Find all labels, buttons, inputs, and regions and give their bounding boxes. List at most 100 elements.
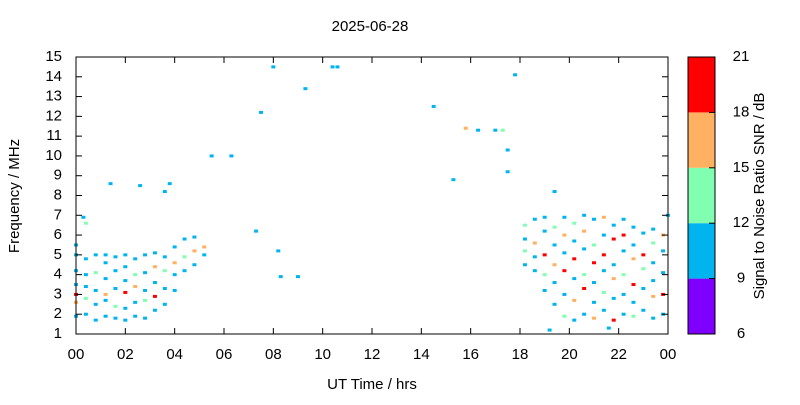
data-point [152, 265, 157, 269]
data-point [582, 312, 587, 316]
plot-frame [75, 56, 669, 335]
data-point [611, 296, 616, 300]
data-point [592, 316, 596, 320]
data-point [303, 87, 308, 91]
colorbar-tick-label: 9 [737, 270, 745, 287]
data-point [532, 255, 537, 259]
data-point [123, 279, 128, 283]
x-tick-label: 14 [413, 346, 430, 363]
data-point [562, 251, 567, 255]
colorbar-tick-label: 6 [737, 325, 745, 342]
data-point [601, 215, 606, 219]
data-point [172, 261, 177, 265]
y-tick-label: 4 [54, 266, 62, 283]
data-point [505, 148, 510, 152]
y-tick-label: 14 [45, 68, 62, 85]
data-point [542, 273, 547, 277]
data-point [152, 294, 157, 298]
data-point [182, 237, 187, 241]
data-point [562, 314, 567, 318]
x-tick-label: 16 [462, 346, 479, 363]
colorbar-band [688, 278, 715, 334]
data-point [162, 286, 167, 290]
data-point [582, 247, 587, 251]
data-point [651, 261, 656, 265]
data-point [562, 269, 567, 273]
data-point [542, 253, 547, 257]
data-point [522, 249, 527, 253]
data-point [572, 318, 577, 322]
data-point [133, 285, 138, 289]
data-point [547, 328, 552, 332]
data-point [143, 253, 148, 257]
data-point [83, 257, 88, 261]
data-point [651, 294, 656, 298]
data-point [522, 237, 527, 241]
data-point [651, 241, 656, 245]
data-point [162, 302, 167, 306]
data-point [631, 243, 636, 247]
colorbar-band [688, 112, 715, 168]
y-tick-label: 10 [45, 147, 62, 164]
data-point [641, 267, 646, 271]
data-point [631, 225, 636, 229]
data-point [296, 275, 300, 279]
data-point [651, 279, 656, 283]
colorbar-tick-label: 21 [733, 48, 750, 65]
data-point [123, 306, 128, 310]
data-point [476, 128, 481, 132]
data-point [601, 233, 606, 237]
data-point [113, 255, 118, 259]
data-point [631, 283, 636, 287]
data-point [83, 312, 88, 316]
data-point [162, 255, 167, 259]
y-tick-label: 2 [54, 305, 62, 322]
data-point [276, 249, 281, 253]
data-point [552, 243, 557, 247]
data-point [93, 271, 98, 275]
data-point [103, 298, 108, 302]
data-point [143, 271, 148, 275]
data-point [172, 288, 177, 292]
data-point [611, 277, 616, 281]
data-point [113, 286, 118, 290]
data-point [601, 253, 606, 257]
data-point [113, 316, 118, 320]
data-point [162, 269, 167, 273]
data-point [123, 318, 128, 322]
data-point [641, 286, 646, 290]
data-point [621, 292, 626, 296]
x-tick-label: 00 [68, 346, 85, 363]
y-tick-label: 11 [46, 127, 62, 144]
data-point [93, 302, 98, 306]
data-point [651, 316, 656, 320]
x-axis-label: UT Time / hrs [327, 376, 417, 393]
y-tick-label: 8 [54, 186, 62, 203]
data-point [335, 65, 340, 69]
data-point [330, 65, 335, 69]
data-point [631, 314, 636, 318]
data-point [532, 269, 537, 273]
colorbar-tick-label: 18 [733, 103, 750, 120]
data-point [572, 257, 577, 261]
data-point [552, 302, 557, 306]
data-point [522, 263, 527, 267]
data-point [552, 225, 557, 229]
x-tick-label: 10 [314, 346, 331, 363]
data-point [192, 263, 197, 267]
data-point [143, 288, 148, 292]
data-point [133, 314, 138, 318]
colorbar-label: Signal to Noise Ratio SNR / dB [751, 93, 768, 300]
data-point [83, 285, 88, 289]
colorbar-tick-label: 15 [733, 159, 750, 176]
data-point [562, 292, 567, 296]
data-point [192, 235, 197, 239]
data-point [661, 249, 666, 253]
data-point [451, 178, 456, 182]
data-point [582, 286, 587, 290]
data-point [606, 326, 611, 330]
data-point [592, 300, 596, 304]
data-point [182, 269, 187, 273]
y-tick-label: 5 [54, 246, 62, 263]
y-tick-label: 9 [54, 167, 62, 184]
